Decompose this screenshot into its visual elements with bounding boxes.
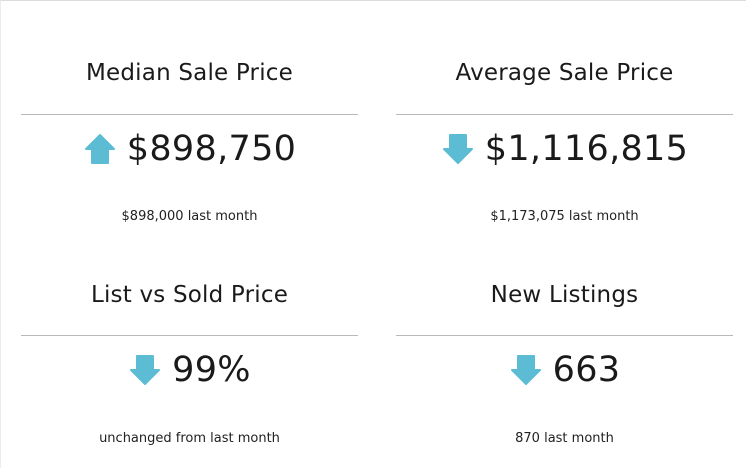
stat-divider	[396, 114, 733, 115]
stat-value: 663	[552, 350, 621, 390]
stat-comparison: $898,000 last month	[121, 209, 258, 224]
stat-value: $1,116,815	[484, 129, 689, 169]
stat-value-row: 99%	[21, 348, 358, 392]
stat-comparison: 870 last month	[515, 431, 614, 446]
stat-comparison: $1,173,075 last month	[490, 209, 639, 224]
stat-divider	[21, 114, 358, 115]
stat-title: Median Sale Price	[85, 60, 294, 86]
stat-divider	[21, 335, 358, 336]
arrow-down-icon	[130, 355, 161, 385]
stat-title: New Listings	[490, 282, 639, 308]
stat-title: Average Sale Price	[455, 60, 674, 86]
stat-value: $898,750	[126, 129, 297, 169]
stat-title: List vs Sold Price	[90, 282, 289, 308]
arrow-down-icon	[510, 355, 541, 385]
arrow-down-icon	[442, 134, 473, 164]
stat-value-row: $1,116,815	[396, 127, 733, 171]
stat-value-row: 663	[396, 348, 733, 392]
stat-divider	[396, 335, 733, 336]
arrow-up-icon	[84, 134, 115, 164]
stat-value-row: $898,750	[21, 127, 358, 171]
stat-comparison: unchanged from last month	[99, 431, 280, 446]
stat-value: 99%	[172, 350, 251, 390]
